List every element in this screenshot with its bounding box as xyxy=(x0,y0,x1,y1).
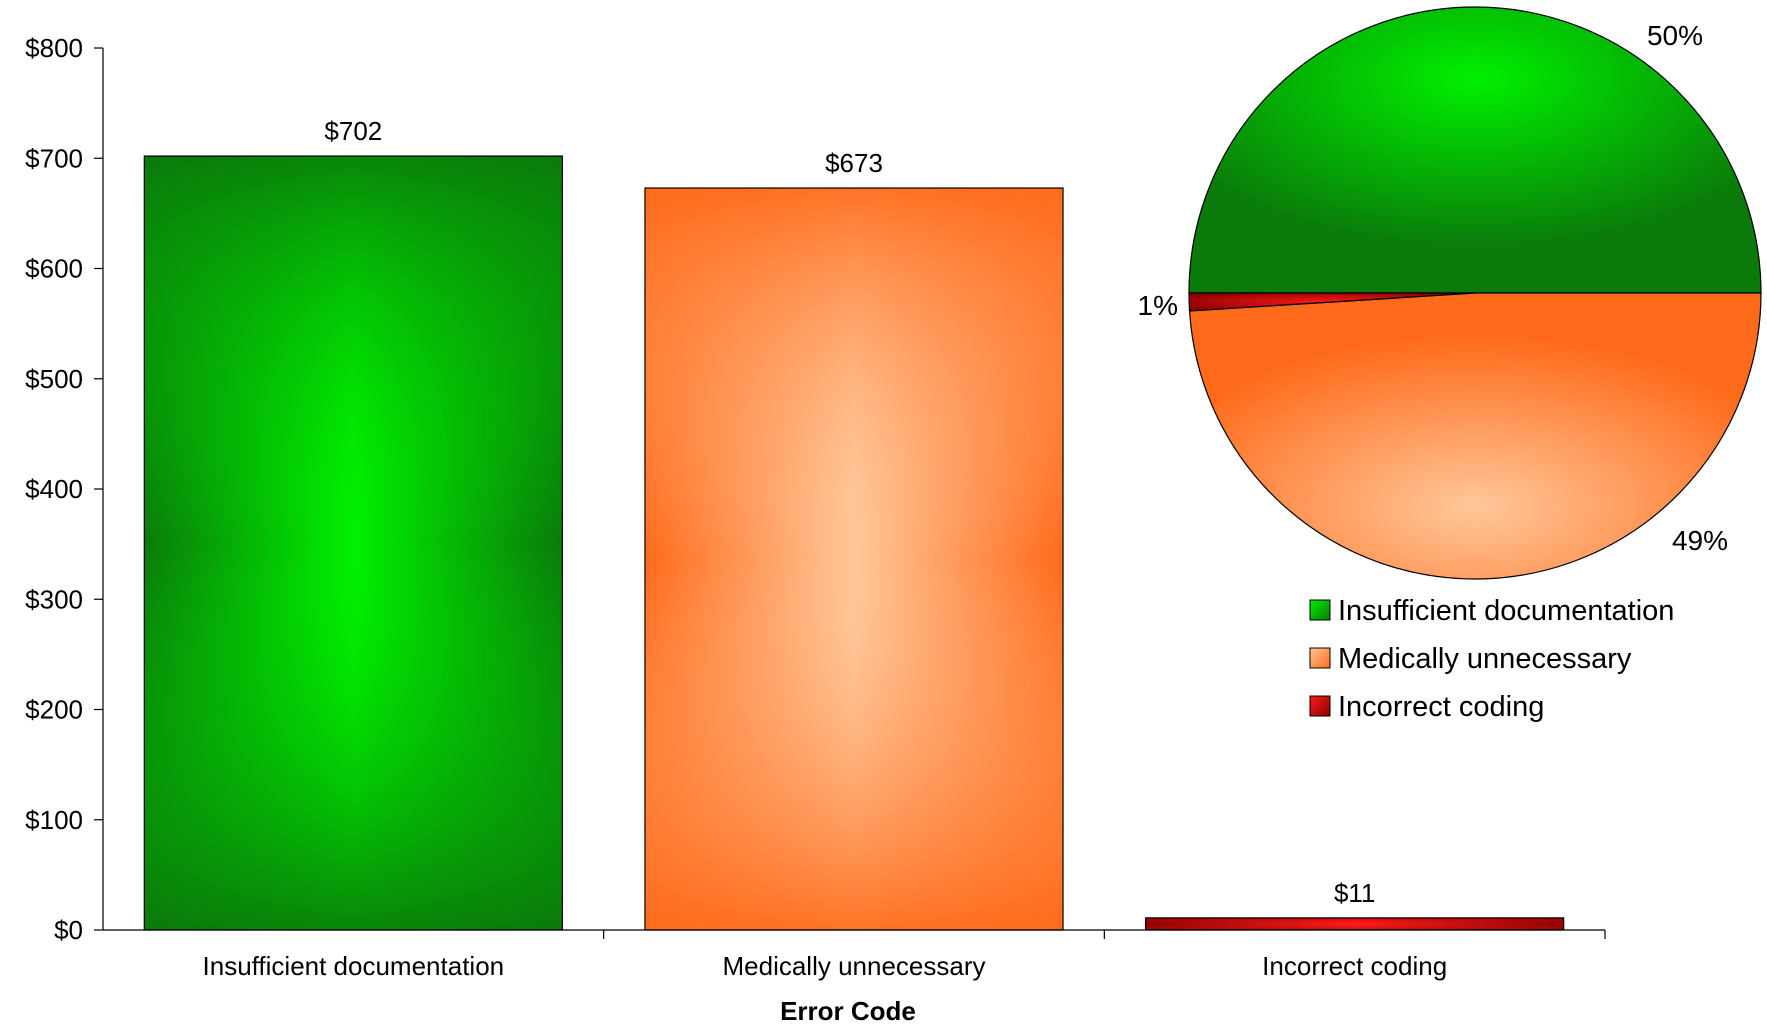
legend-swatch xyxy=(1309,599,1331,621)
legend-entry: Medically unnecessary xyxy=(1338,643,1632,675)
bar-chart-axes: $0 $100 $200 $300 $400 $500 $600 $700 $800 Insuff… xyxy=(25,33,1606,981)
bar-data-label: $702 xyxy=(324,116,382,146)
bar-data-label: $11 xyxy=(1334,878,1375,908)
bar xyxy=(644,187,1064,931)
x-category-label: Incorrect coding xyxy=(1262,951,1447,981)
bar-data-label: $673 xyxy=(825,148,883,178)
pie-legend: Insufficient documentation Medically unne… xyxy=(1309,595,1674,723)
y-tick-label: $600 xyxy=(25,254,83,284)
x-category-label: Insufficient documentation xyxy=(203,951,505,981)
bar-shade xyxy=(143,155,563,931)
x-axis-title: Error Code xyxy=(780,996,916,1026)
bar-chart: $702 $673 $11 xyxy=(143,116,1565,931)
pie-percent-label: 49% xyxy=(1672,525,1728,556)
pie-slice xyxy=(1188,6,1762,294)
y-tick-label: $200 xyxy=(25,695,83,725)
bar xyxy=(1145,917,1565,931)
pie-percent-label: 50% xyxy=(1647,20,1703,51)
legend-swatch xyxy=(1309,647,1331,669)
y-tick-label: $0 xyxy=(54,915,83,945)
pie-slice xyxy=(1188,292,1476,312)
bar-shade xyxy=(644,187,1064,931)
y-tick-label: $800 xyxy=(25,33,83,63)
y-tick-label: $700 xyxy=(25,143,83,173)
y-tick-label: $400 xyxy=(25,474,83,504)
x-category-label: Medically unnecessary xyxy=(722,951,985,981)
bar-shade xyxy=(1145,917,1565,931)
legend-swatch xyxy=(1309,695,1331,717)
bar xyxy=(143,155,563,931)
legend-entry: Insufficient documentation xyxy=(1338,595,1674,627)
y-tick-label: $300 xyxy=(25,584,83,614)
pie-slice xyxy=(1188,292,1762,580)
legend-entry: Incorrect coding xyxy=(1338,691,1544,723)
pie-percent-label: 1% xyxy=(1138,290,1178,321)
pie-chart: 50% 49% 1% xyxy=(1138,6,1762,580)
y-tick-label: $500 xyxy=(25,364,83,394)
y-tick-label: $100 xyxy=(25,805,83,835)
